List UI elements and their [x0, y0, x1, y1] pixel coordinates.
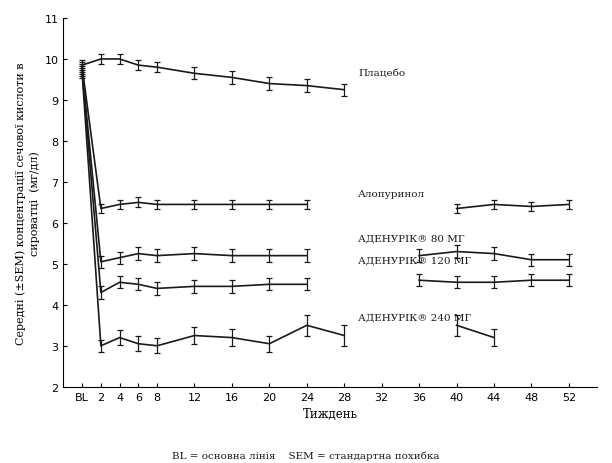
Text: BL = основна лінія    SEM = стандартна похибка: BL = основна лінія SEM = стандартна похи…: [172, 451, 440, 460]
Text: АДЕНУРІК® 80 МГ: АДЕНУРІК® 80 МГ: [358, 234, 465, 244]
Text: АДЕНУРІК® 120 МГ: АДЕНУРІК® 120 МГ: [358, 256, 472, 265]
X-axis label: Тиждень: Тиждень: [303, 407, 358, 420]
Text: Плацебо: Плацебо: [358, 69, 405, 79]
Text: АДЕНУРІК® 240 МГ: АДЕНУРІК® 240 МГ: [358, 313, 472, 322]
Text: Алопуринол: Алопуринол: [358, 189, 425, 199]
Y-axis label: Середні (±SEM) концентрації сечової кислоти в
сироватці  (мг/дл): Середні (±SEM) концентрації сечової кисл…: [15, 62, 40, 344]
